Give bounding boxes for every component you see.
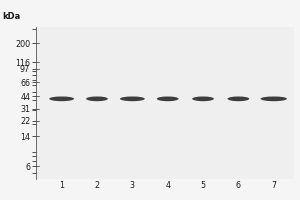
Ellipse shape xyxy=(120,96,145,101)
Ellipse shape xyxy=(157,96,178,101)
Ellipse shape xyxy=(192,96,214,101)
Ellipse shape xyxy=(260,96,287,101)
Text: kDa: kDa xyxy=(2,12,20,21)
Ellipse shape xyxy=(49,96,74,101)
Ellipse shape xyxy=(227,96,249,101)
Ellipse shape xyxy=(86,96,108,101)
